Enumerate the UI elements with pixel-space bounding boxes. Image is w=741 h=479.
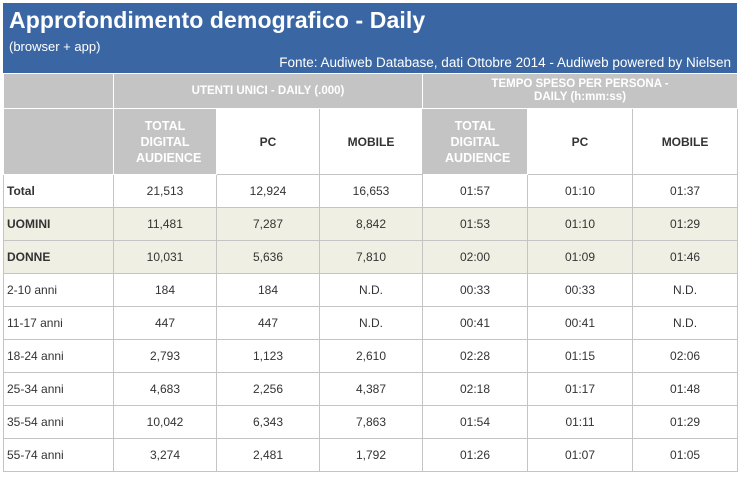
table-row: 11-17 anni 447 447 N.D. 00:41 00:41 N.D. <box>3 306 739 340</box>
table-body: Total 21,513 12,924 16,653 01:57 01:10 01:37 UO… <box>3 174 739 472</box>
table-cell: 01:17 <box>527 372 634 406</box>
col-header-mobile-time: MOBILE <box>632 108 739 175</box>
col-header-total-users: TOTAL DIGITAL AUDIENCE <box>113 108 217 175</box>
table-cell: 00:33 <box>422 273 529 307</box>
table-cell: 4,683 <box>113 372 217 406</box>
row-label: 25-34 anni <box>3 372 114 406</box>
table-cell: 01:10 <box>527 174 634 208</box>
demographic-table: UTENTI UNICI - DAILY (.000) TEMPO SPESO … <box>3 73 739 472</box>
table-cell: 447 <box>113 306 217 340</box>
row-label: Total <box>3 174 114 208</box>
table-cell: 6,343 <box>216 405 320 439</box>
table-row: UOMINI 11,481 7,287 8,842 01:53 01:10 01:29 <box>3 207 739 241</box>
table-cell: 02:00 <box>422 240 529 274</box>
table-cell: 01:29 <box>632 207 739 241</box>
table-cell: 7,287 <box>216 207 320 241</box>
row-label: 35-54 anni <box>3 405 114 439</box>
table-cell: 8,842 <box>318 207 424 241</box>
report-header: Approfondimento demografico - Daily (bro… <box>3 3 737 73</box>
table-cell: 447 <box>216 306 320 340</box>
table-cell: 02:18 <box>422 372 529 406</box>
table-cell: 184 <box>216 273 320 307</box>
table-cell: 16,653 <box>318 174 424 208</box>
table-cell: 12,924 <box>216 174 320 208</box>
row-label: 2-10 anni <box>3 273 114 307</box>
table-cell: 01:10 <box>527 207 634 241</box>
table-row: 18-24 anni 2,793 1,123 2,610 02:28 01:15 02:06 <box>3 339 739 373</box>
table-cell: 11,481 <box>113 207 217 241</box>
table-row: 25-34 anni 4,683 2,256 4,387 02:18 01:17 01:48 <box>3 372 739 406</box>
table-cell: 7,863 <box>318 405 424 439</box>
table-row: 35-54 anni 10,042 6,343 7,863 01:54 01:11 01:2… <box>3 405 739 439</box>
table-cell: 01:05 <box>632 438 739 472</box>
table-cell: 1,792 <box>318 438 424 472</box>
table-cell: 02:28 <box>422 339 529 373</box>
corner-cell-2 <box>3 108 114 175</box>
table-cell: 01:09 <box>527 240 634 274</box>
group-header-time-spent-label: TEMPO SPESO PER PERSONA - DAILY (h:mm:ss… <box>491 78 669 103</box>
table-cell: 1,123 <box>216 339 320 373</box>
table-cell: 01:37 <box>632 174 739 208</box>
table-row: DONNE 10,031 5,636 7,810 02:00 01:09 01:46 <box>3 240 739 274</box>
table-cell: N.D. <box>632 306 739 340</box>
table-cell: 7,810 <box>318 240 424 274</box>
row-label: UOMINI <box>3 207 114 241</box>
table-cell: 2,793 <box>113 339 217 373</box>
table-cell: 4,387 <box>318 372 424 406</box>
table-row: Total 21,513 12,924 16,653 01:57 01:10 01:37 <box>3 174 739 208</box>
table-cell: 2,256 <box>216 372 320 406</box>
table-cell: N.D. <box>632 273 739 307</box>
table-cell: 01:15 <box>527 339 634 373</box>
row-label: DONNE <box>3 240 114 274</box>
table-cell: 10,031 <box>113 240 217 274</box>
page-title: Approfondimento demografico - Daily <box>9 7 426 33</box>
corner-cell <box>3 73 114 109</box>
table-cell: 00:33 <box>527 273 634 307</box>
page-subtitle: (browser + app) <box>9 39 101 54</box>
table-cell: 01:11 <box>527 405 634 439</box>
table-cell: 01:54 <box>422 405 529 439</box>
table-cell: 2,610 <box>318 339 424 373</box>
table-cell: 5,636 <box>216 240 320 274</box>
table-row: 55-74 anni 3,274 2,481 1,792 01:26 01:07 01:05 <box>3 438 739 472</box>
group-header-time-spent: TEMPO SPESO PER PERSONA - DAILY (h:mm:ss… <box>422 73 739 109</box>
table-cell: 2,481 <box>216 438 320 472</box>
col-header-mobile-users: MOBILE <box>318 108 424 175</box>
group-header-unique-users: UTENTI UNICI - DAILY (.000) <box>112 73 424 109</box>
table-cell: 01:53 <box>422 207 529 241</box>
table-row: 2-10 anni 184 184 N.D. 00:33 00:33 N.D. <box>3 273 739 307</box>
table-cell: 01:26 <box>422 438 529 472</box>
col-header-total-time: TOTAL DIGITAL AUDIENCE <box>422 108 529 175</box>
table-cell: 01:46 <box>632 240 739 274</box>
row-label: 55-74 anni <box>3 438 114 472</box>
col-header-pc-time: PC <box>527 108 634 175</box>
row-label: 11-17 anni <box>3 306 114 340</box>
table-cell: 10,042 <box>113 405 217 439</box>
table-cell: 02:06 <box>632 339 739 373</box>
table-cell: N.D. <box>318 306 424 340</box>
col-header-pc-users: PC <box>216 108 320 175</box>
group-header-row: UTENTI UNICI - DAILY (.000) TEMPO SPESO … <box>3 73 739 109</box>
table-cell: 21,513 <box>113 174 217 208</box>
table-cell: 01:29 <box>632 405 739 439</box>
table-cell: 3,274 <box>113 438 217 472</box>
table-cell: 01:48 <box>632 372 739 406</box>
table-cell: 00:41 <box>527 306 634 340</box>
row-label: 18-24 anni <box>3 339 114 373</box>
table-cell: 01:07 <box>527 438 634 472</box>
column-header-row: TOTAL DIGITAL AUDIENCE PC MOBILE TOTAL D… <box>3 108 739 175</box>
table-cell: 184 <box>113 273 217 307</box>
source-note: Fonte: Audiweb Database, dati Ottobre 20… <box>279 55 731 70</box>
table-cell: 01:57 <box>422 174 529 208</box>
table-cell: 00:41 <box>422 306 529 340</box>
table-cell: N.D. <box>318 273 424 307</box>
